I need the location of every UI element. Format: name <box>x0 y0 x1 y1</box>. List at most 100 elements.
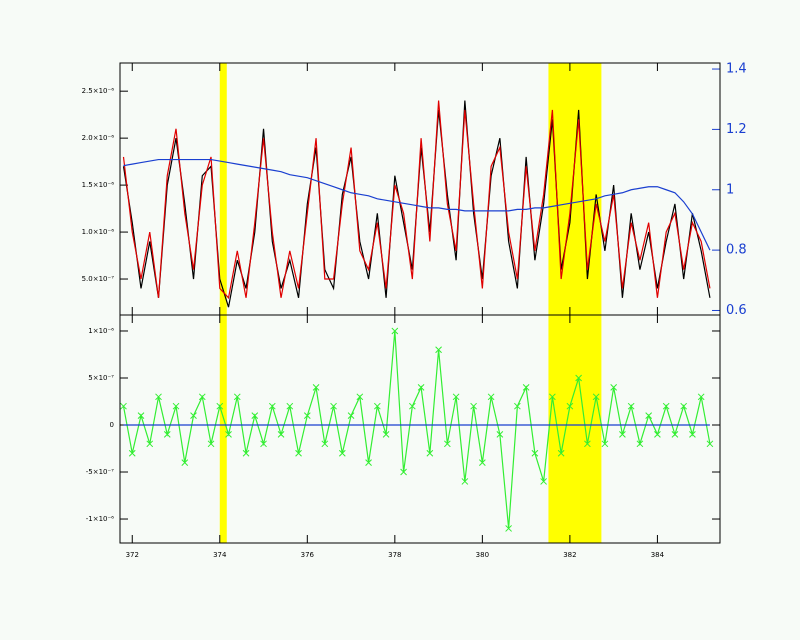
data-point <box>120 402 127 410</box>
data-point <box>295 449 302 457</box>
data-point <box>330 402 337 410</box>
data-point <box>689 431 696 438</box>
data-point <box>496 431 504 438</box>
data-point <box>592 393 600 401</box>
data-point <box>277 431 285 438</box>
data-point <box>522 384 530 391</box>
data-point <box>251 412 259 419</box>
data-point <box>680 402 688 410</box>
data-point <box>549 393 556 401</box>
data-point <box>417 384 425 391</box>
y-tick-label: 5.0×10⁻⁷ <box>82 275 115 283</box>
data-point <box>137 412 145 419</box>
data-point <box>356 393 364 401</box>
series-line <box>123 158 711 251</box>
data-point <box>198 393 206 401</box>
data-point <box>312 384 320 391</box>
data-point <box>627 402 635 410</box>
data-point <box>514 402 521 410</box>
y-tick-label: 5×10⁻⁷ <box>88 374 114 382</box>
plot-area <box>120 327 714 532</box>
data-point <box>373 402 381 410</box>
data-point <box>382 431 390 438</box>
data-point <box>601 440 609 448</box>
x-tick-label: 374 <box>213 551 227 559</box>
y-tick-label: -1×10⁻⁶ <box>86 515 114 523</box>
highlight-band <box>219 63 227 315</box>
data-point <box>128 449 136 457</box>
y-tick-label: 2.0×10⁻⁶ <box>82 134 115 142</box>
data-point <box>181 459 189 466</box>
data-point <box>225 431 232 438</box>
data-point <box>671 431 679 438</box>
data-point <box>575 374 582 382</box>
series-line <box>122 330 711 529</box>
plot-area <box>122 100 711 308</box>
data-point <box>540 478 547 485</box>
y-tick-label: 1.0×10⁻⁶ <box>82 228 115 236</box>
y2-tick-label: 0.6 <box>726 303 747 318</box>
data-point <box>207 440 215 448</box>
data-point <box>479 459 486 466</box>
data-point <box>268 402 276 410</box>
data-point <box>505 525 512 532</box>
data-point <box>443 440 451 448</box>
data-point <box>654 431 661 438</box>
data-point <box>636 440 644 448</box>
data-point <box>645 412 653 419</box>
highlight-band <box>548 63 602 315</box>
data-point <box>706 440 714 448</box>
x-tick-label: 380 <box>476 551 489 559</box>
data-point <box>610 384 618 391</box>
data-point <box>619 431 626 438</box>
y-tick-label: 2.5×10⁻⁶ <box>82 87 115 95</box>
series-line <box>122 100 711 300</box>
y2-tick-label: 1.2 <box>726 122 747 137</box>
data-point <box>347 412 355 419</box>
data-point <box>452 393 460 401</box>
x-tick-label: 384 <box>651 551 665 559</box>
data-point <box>426 449 434 457</box>
y-tick-label: 1.5×10⁻⁶ <box>82 181 115 189</box>
data-point <box>146 440 154 448</box>
data-point <box>365 459 372 466</box>
y2-tick-label: 1 <box>726 182 734 197</box>
highlight-band <box>219 315 227 543</box>
data-point <box>557 449 565 457</box>
data-point <box>260 440 267 448</box>
data-point <box>470 402 477 410</box>
x-tick-label: 378 <box>388 551 401 559</box>
x-tick-label: 382 <box>563 551 576 559</box>
y-tick-label: 0 <box>110 421 114 429</box>
data-point <box>190 412 197 419</box>
panel-frame <box>119 62 721 316</box>
data-point <box>303 412 311 419</box>
data-point <box>172 402 180 410</box>
y-tick-label: -5×10⁻⁷ <box>86 468 114 476</box>
data-point <box>286 402 294 410</box>
data-point <box>662 402 670 410</box>
data-point <box>531 449 539 457</box>
data-point <box>584 440 591 448</box>
highlight-band <box>548 315 602 543</box>
data-point <box>391 327 399 335</box>
x-tick-label: 372 <box>126 551 139 559</box>
data-point <box>408 402 416 410</box>
data-point <box>338 449 346 457</box>
x-tick-label: 376 <box>301 551 315 559</box>
y2-tick-label: 1.4 <box>726 62 747 77</box>
data-point <box>435 346 442 354</box>
data-point <box>400 468 407 476</box>
data-point <box>155 393 162 401</box>
data-point <box>321 440 329 448</box>
data-point <box>566 402 574 410</box>
data-point <box>461 478 469 485</box>
data-point <box>697 393 705 401</box>
data-point <box>233 393 241 401</box>
data-point <box>216 402 224 410</box>
data-point <box>163 431 171 438</box>
panel-frame <box>119 314 721 544</box>
data-point <box>242 449 250 457</box>
